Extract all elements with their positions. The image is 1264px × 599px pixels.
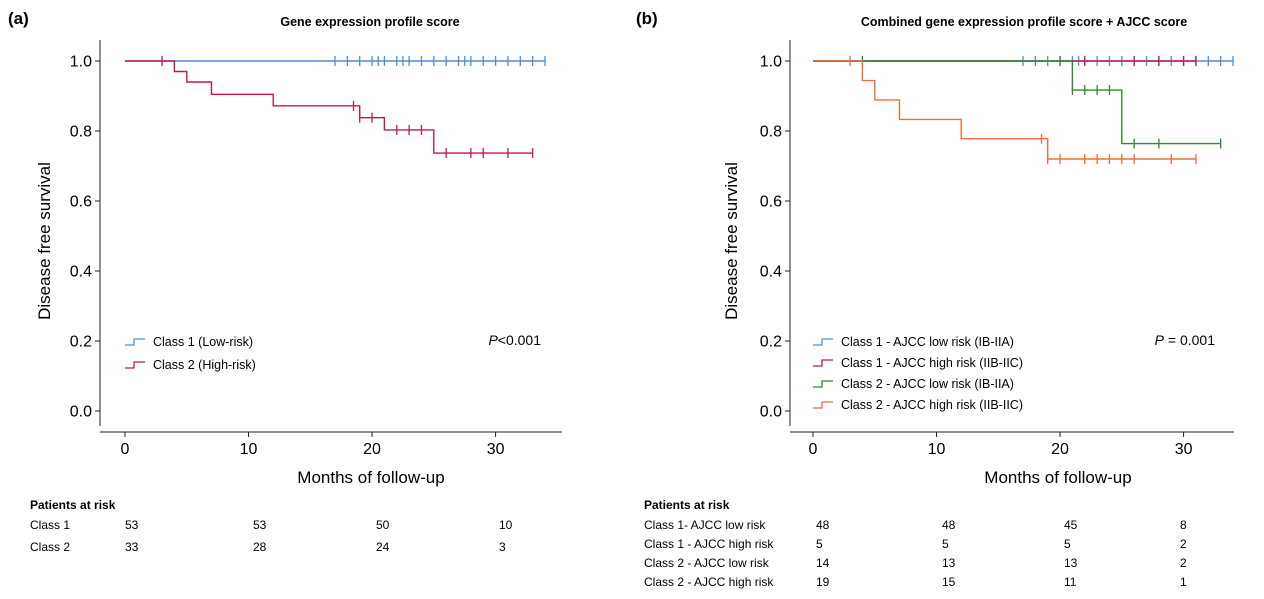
risk-row-label: Class 1 - AJCC high risk	[644, 537, 774, 551]
legend-swatch	[125, 338, 145, 346]
x-axis-label: Months of follow-up	[984, 468, 1131, 487]
x-tick-label: 30	[487, 441, 505, 458]
x-tick-label: 20	[1051, 441, 1069, 458]
series-4	[813, 56, 1197, 164]
risk-value: 8	[1180, 518, 1187, 532]
y-tick-label: 1.0	[760, 54, 782, 71]
y-axis-label: Disease free survival	[35, 162, 54, 320]
y-tick-label: 0.6	[760, 194, 782, 211]
chart-panel-a: (a) Gene expression profile score 0.0 0.2 0.…	[8, 9, 562, 554]
x-axis-label: Months of follow-up	[297, 468, 444, 487]
survival-curve	[813, 60, 1221, 145]
legend-label: Class 1 - AJCC low risk (IB-IIA)	[841, 335, 1014, 349]
legend-swatch	[125, 361, 145, 369]
y-tick-label: 0.2	[760, 334, 782, 351]
legend-label: Class 2 (High-risk)	[153, 358, 256, 372]
p-value-text: = 0.001	[1164, 332, 1215, 348]
legend-label: Class 1 (Low-risk)	[153, 335, 253, 349]
y-tick-label: 0.0	[760, 404, 782, 421]
legend-swatch	[813, 401, 833, 409]
legend-label: Class 2 - AJCC high risk (IIB-IIC)	[841, 398, 1023, 412]
y-tick-label: 0.8	[70, 124, 92, 141]
x-tick-label: 30	[1175, 441, 1193, 458]
y-tick-label: 0.6	[70, 194, 92, 211]
risk-value: 45	[1064, 518, 1078, 532]
y-tick-label: 0.4	[760, 264, 782, 281]
risk-value: 50	[376, 518, 390, 532]
y-tick-label: 0.2	[70, 334, 92, 351]
x-tick-label: 10	[928, 441, 946, 458]
risk-value: 11	[1064, 575, 1077, 589]
y-tick-label: 1.0	[70, 54, 92, 71]
series-3	[813, 56, 1222, 149]
y-tick-label: 0.8	[760, 124, 782, 141]
series-1	[125, 56, 546, 66]
legend-swatch	[813, 338, 833, 346]
p-value: P = 0.001	[1155, 332, 1216, 348]
risk-value: 5	[942, 537, 949, 551]
risk-value: 28	[253, 540, 267, 554]
risk-value: 15	[942, 575, 956, 589]
series-2	[125, 56, 534, 159]
y-axis-label: Disease free survival	[722, 162, 741, 320]
risk-value: 2	[1180, 556, 1187, 570]
risk-value: 13	[942, 556, 956, 570]
chart-panel-b: (b) Combined gene expression profile scor…	[636, 9, 1234, 589]
risk-table-heading: Patients at risk	[30, 498, 116, 512]
panel-letter: (b)	[636, 9, 658, 28]
y-tick-label: 0.4	[70, 264, 92, 281]
panel-letter: (a)	[8, 9, 29, 28]
p-value-label: P	[1155, 332, 1165, 348]
legend-label: Class 2 - AJCC low risk (IB-IIA)	[841, 377, 1014, 391]
risk-value: 2	[1180, 537, 1187, 551]
chart-title: Gene expression profile score	[280, 15, 459, 29]
risk-value: 53	[253, 518, 267, 532]
risk-value: 14	[816, 556, 830, 570]
risk-row-label: Class 1- AJCC low risk	[644, 518, 766, 532]
risk-value: 33	[125, 540, 139, 554]
y-tick-label: 0.0	[70, 404, 92, 421]
chart-title: Combined gene expression profile score +…	[861, 15, 1187, 29]
legend-swatch	[813, 359, 833, 367]
risk-value: 13	[1064, 556, 1078, 570]
legend-swatch	[813, 380, 833, 388]
risk-value: 5	[816, 537, 823, 551]
risk-row-label: Class 2 - AJCC low risk	[644, 556, 770, 570]
survival-curve	[125, 60, 533, 154]
risk-row-label: Class 2 - AJCC high risk	[644, 575, 774, 589]
risk-value: 19	[816, 575, 830, 589]
risk-value: 48	[942, 518, 956, 532]
risk-value: 24	[376, 540, 390, 554]
x-tick-label: 0	[121, 441, 130, 458]
risk-table-heading: Patients at risk	[644, 498, 730, 512]
risk-row-label: Class 1	[30, 518, 70, 532]
risk-value: 3	[499, 540, 506, 554]
risk-row-label: Class 2	[30, 540, 70, 554]
x-tick-label: 20	[363, 441, 381, 458]
risk-value: 48	[816, 518, 830, 532]
p-value-label: P	[488, 332, 498, 348]
risk-value: 10	[499, 518, 513, 532]
survival-curve	[813, 60, 1196, 160]
risk-value: 5	[1064, 537, 1071, 551]
p-value: P<0.001	[488, 332, 541, 348]
p-value-text: <0.001	[498, 332, 541, 348]
x-tick-label: 10	[240, 441, 258, 458]
risk-value: 53	[125, 518, 139, 532]
legend-label: Class 1 - AJCC high risk (IIB-IIC)	[841, 356, 1023, 370]
risk-value: 1	[1180, 575, 1187, 589]
x-tick-label: 0	[809, 441, 818, 458]
